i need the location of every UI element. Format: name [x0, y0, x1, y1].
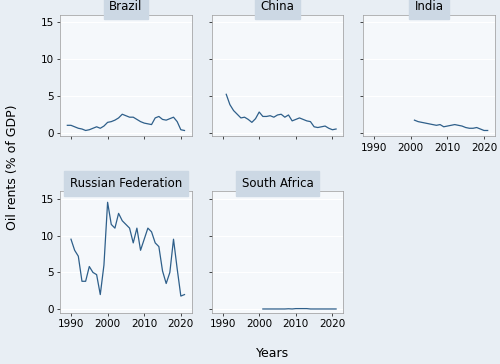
Title: Brazil: Brazil: [109, 0, 142, 13]
Title: South Africa: South Africa: [242, 177, 314, 190]
Title: India: India: [414, 0, 444, 13]
Title: China: China: [260, 0, 294, 13]
Title: Russian Federation: Russian Federation: [70, 177, 182, 190]
Text: Years: Years: [256, 347, 289, 360]
Text: Oil rents (% of GDP): Oil rents (% of GDP): [6, 105, 19, 230]
